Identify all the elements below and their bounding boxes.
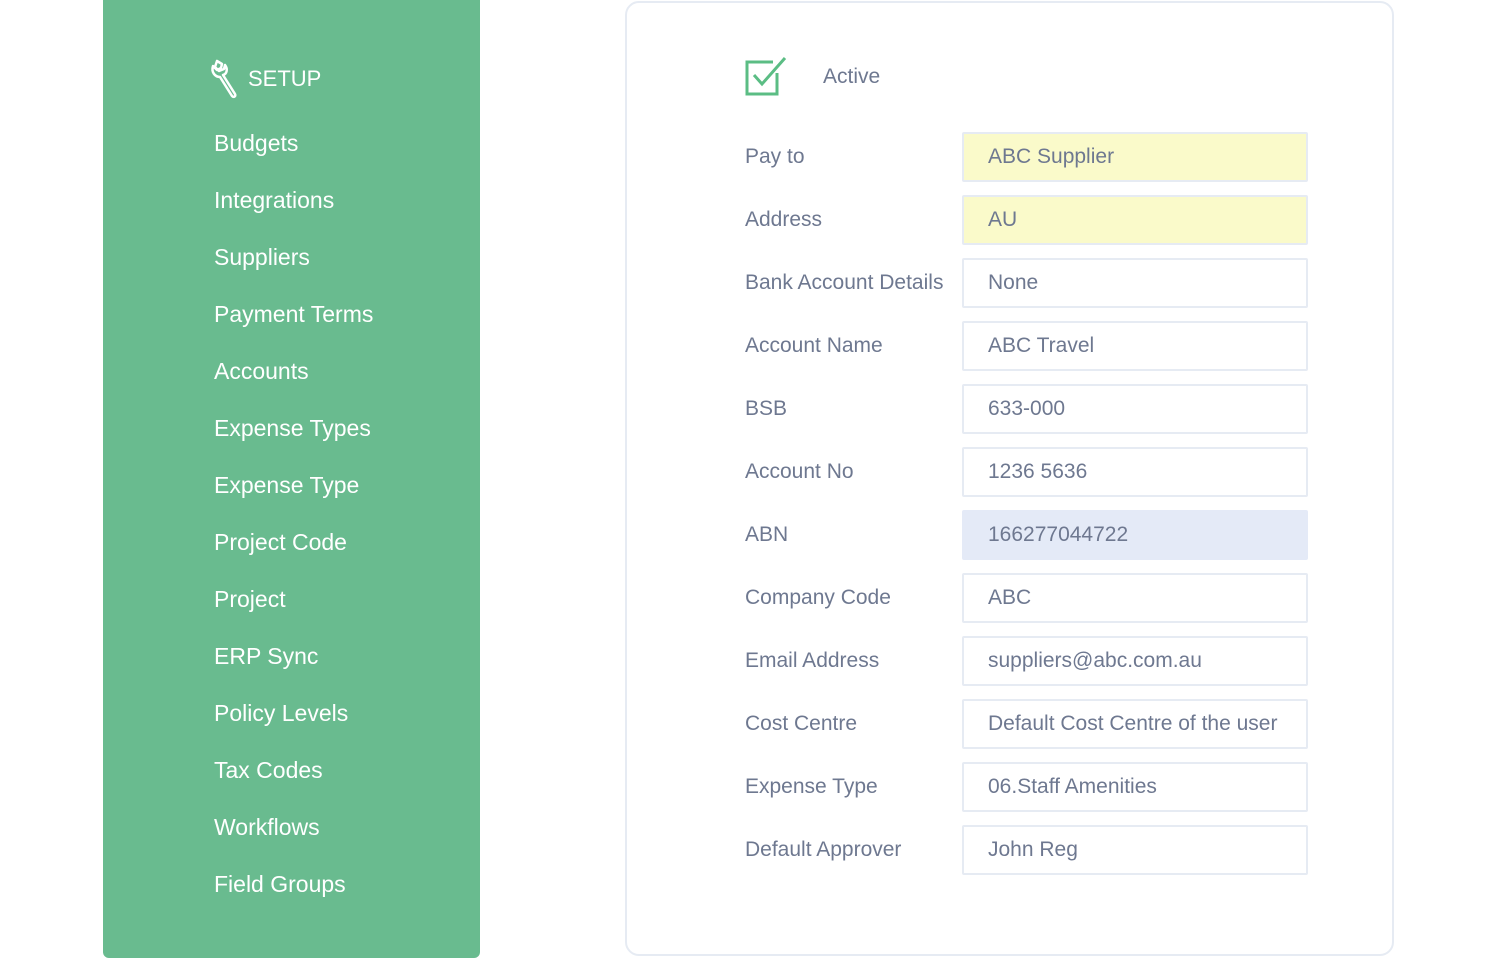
expense-type-label: Expense Type [745,775,878,798]
sidebar-item-suppliers[interactable]: Suppliers [214,244,310,270]
bank-account-details-field[interactable]: None [962,258,1308,308]
sidebar: SETUP Budgets Integrations Suppliers Pay… [103,0,480,958]
sidebar-item-policy-levels[interactable]: Policy Levels [214,700,349,726]
bsb-label: BSB [745,397,788,420]
abn-label: ABN [745,523,789,546]
default-approver-label: Default Approver [745,838,902,861]
setup-nav: Budgets Integrations Suppliers Payment T… [214,125,373,923]
form-row-default-approver: Default Approver John Reg [745,825,1308,875]
form-row-email-address: Email Address suppliers@abc.com.au [745,636,1308,686]
form-row-bsb: BSB 633-000 [745,384,1308,434]
address-label: Address [745,208,823,231]
form-row-abn: ABN 166277044722 [745,510,1308,560]
address-field[interactable]: AU [962,195,1308,245]
account-no-field[interactable]: 1236 5636 [962,447,1308,497]
form-row-pay-to: Pay to ABC Supplier [745,132,1308,182]
email-address-field[interactable]: suppliers@abc.com.au [962,636,1308,686]
sidebar-item-tax-codes[interactable]: Tax Codes [214,757,323,783]
pay-to-field[interactable]: ABC Supplier [962,132,1308,182]
form-row-company-code: Company Code ABC [745,573,1308,623]
sidebar-item-workflows[interactable]: Workflows [214,814,320,840]
active-label: Active [823,65,881,88]
sidebar-item-project-code[interactable]: Project Code [214,529,347,555]
bank-account-details-label: Bank Account Details [745,271,944,294]
default-approver-field[interactable]: John Reg [962,825,1308,875]
checkbox-checked-icon[interactable] [745,57,787,97]
sidebar-item-expense-type[interactable]: Expense Type [214,472,360,498]
form-row-expense-type: Expense Type 06.Staff Amenities [745,762,1308,812]
cost-centre-label: Cost Centre [745,712,858,735]
company-code-field[interactable]: ABC [962,573,1308,623]
sidebar-item-field-groups[interactable]: Field Groups [214,871,346,897]
sidebar-item-budgets[interactable]: Budgets [214,130,299,156]
sidebar-item-expense-types[interactable]: Expense Types [214,415,371,441]
expense-type-field[interactable]: 06.Staff Amenities [962,762,1308,812]
company-code-label: Company Code [745,586,891,609]
cost-centre-field[interactable]: Default Cost Centre of the user [962,699,1308,749]
setup-label: SETUP [248,66,322,91]
sidebar-item-accounts[interactable]: Accounts [214,358,309,384]
email-address-label: Email Address [745,649,880,672]
abn-field[interactable]: 166277044722 [962,510,1308,560]
setup-heading: SETUP [208,58,321,100]
form-row-address: Address AU [745,195,1308,245]
sidebar-item-project[interactable]: Project [214,586,286,612]
form-row-bank-account-details: Bank Account Details None [745,258,1308,308]
wrench-icon [211,59,237,99]
form-row-cost-centre: Cost Centre Default Cost Centre of the us… [745,699,1308,749]
account-name-label: Account Name [745,334,883,357]
account-name-field[interactable]: ABC Travel [962,321,1308,371]
pay-to-label: Pay to [745,145,805,168]
sidebar-item-payment-terms[interactable]: Payment Terms [214,301,374,327]
sidebar-item-erp-sync[interactable]: ERP Sync [214,643,319,669]
sidebar-item-integrations[interactable]: Integrations [214,187,335,213]
account-no-label: Account No [745,460,854,483]
active-toggle[interactable]: Active [745,57,880,97]
form-row-account-name: Account Name ABC Travel [745,321,1308,371]
form-row-account-no: Account No 1236 5636 [745,447,1308,497]
bsb-field[interactable]: 633-000 [962,384,1308,434]
